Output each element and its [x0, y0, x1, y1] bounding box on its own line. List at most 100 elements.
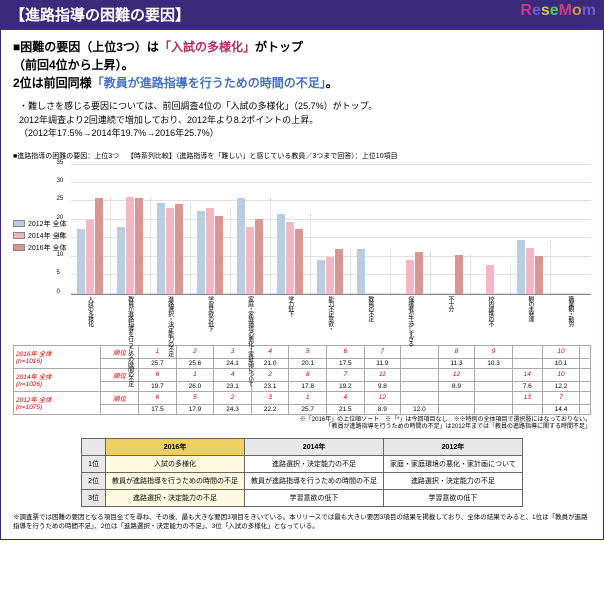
table-rank-row: 2012年 全体(n=1075)順位65231412137 [14, 391, 591, 404]
bar [455, 255, 463, 293]
cell [401, 391, 439, 404]
cell: 13 [512, 391, 542, 404]
cell: 10.1 [542, 358, 580, 368]
cell: 6 [139, 368, 177, 381]
bar-chart: 05101520253035入試の多様化教員が進路指導を行うための時間の不足進路… [71, 165, 591, 295]
bar [135, 198, 143, 293]
cell [580, 404, 591, 414]
cell [401, 368, 439, 381]
bar-group: 教員が進路指導を行うための時間の不足 [111, 197, 151, 294]
hl-text: 。 [326, 76, 338, 90]
cell: 2 [251, 368, 289, 381]
cell: 17.8 [289, 381, 327, 391]
x-label: 学習意欲の低下 [206, 294, 215, 331]
table-val-row: 25.725.624.121.020.117.511.911.310.310.1 [14, 358, 591, 368]
rank-cell: 進路選択・決定能力の不足 [384, 473, 523, 490]
cell: 20.1 [289, 358, 327, 368]
x-label: 進路選択・決定能力の不足 [166, 294, 175, 356]
cell: 10 [542, 368, 580, 381]
cell: 9.8 [364, 381, 401, 391]
bar-group: 入試の多様化 [71, 198, 111, 293]
y-tick: 30 [57, 178, 591, 184]
hl-text: （前回4位から上昇）。 [13, 58, 134, 72]
cell [580, 381, 591, 391]
cell: 4 [251, 345, 289, 358]
bar-group: 教員の不足 [351, 249, 391, 294]
bar [197, 211, 205, 293]
cell [512, 345, 542, 358]
bullet-text: ・難しさを感じる要因については、前回調査4位の「入試の多様化」（25.7%）がト… [13, 100, 591, 141]
cell: 8.9 [438, 381, 475, 391]
cell [512, 404, 542, 414]
cell [580, 358, 591, 368]
bar [206, 208, 214, 294]
rank-cell: 家庭・家庭環境の悪化・家計画について [384, 456, 523, 473]
cell: 25.7 [289, 404, 327, 414]
bar-group: 学力低下 [271, 214, 311, 294]
bar [526, 248, 534, 293]
hl-highlight-1: 「入試の多様化」 [159, 40, 255, 54]
bar [215, 216, 223, 294]
bar [406, 260, 414, 293]
rank-cell: 教員が進路指導を行うための時間の不足 [245, 473, 384, 490]
row-head: 2012年 全体(n=1075) [14, 391, 101, 414]
bar-group: 保護者が干渉しすぎる [391, 252, 431, 294]
cell: 7 [542, 391, 580, 404]
cell: 12 [364, 391, 401, 404]
cell: 24.3 [214, 404, 252, 414]
legend-swatch [13, 232, 25, 239]
cell: 14 [512, 368, 542, 381]
rank-cell: 学習意欲の低下 [384, 490, 523, 507]
bar [486, 265, 494, 293]
bullet-line: （2012年17.5%→2014年19.7%→2016年25.7%） [19, 127, 591, 141]
chart-area: 2012年 全体2014年 全体2016年 全体 05101520253035入… [13, 165, 591, 295]
headline: ■困難の要因（上位3つ）は「入試の多様化」がトップ （前回4位から上昇）。 2位… [13, 38, 591, 92]
bar [277, 214, 285, 294]
x-label: 家庭・家族環境の悪化・家計画について [246, 294, 255, 386]
cell [475, 404, 513, 414]
bar-group: 観の未発達 [511, 240, 551, 293]
cell [580, 368, 591, 381]
cell: 11.9 [364, 358, 401, 368]
pos-cell: 3位 [82, 490, 106, 507]
x-label: 教員が進路指導を行うための時間の不足 [126, 294, 135, 386]
cell: 19.7 [139, 381, 177, 391]
cell [401, 358, 439, 368]
cell: 14.4 [542, 404, 580, 414]
bar [86, 220, 94, 293]
cell [401, 345, 439, 358]
cell [475, 381, 513, 391]
hl-text: ■困難の要因（上位3つ）は [13, 40, 159, 54]
logo: ReseMom [520, 2, 596, 20]
cell [438, 404, 475, 414]
cell [475, 368, 513, 381]
cell: 23.1 [251, 381, 289, 391]
cell: 10.3 [475, 358, 513, 368]
cell: 22.2 [251, 404, 289, 414]
legend-swatch [13, 220, 25, 227]
header-title: 【進路指導の困難の要因】 [10, 7, 190, 24]
cell: 7 [364, 345, 401, 358]
x-label: 観の未発達 [526, 294, 535, 321]
cell [512, 358, 542, 368]
data-table: 2016年 全体(n=1016)順位1234567891025.725.624.… [13, 345, 591, 415]
bar-group: 進路選択・決定能力の不足 [151, 203, 191, 293]
bar [415, 252, 423, 294]
cell: 12.2 [542, 381, 580, 391]
cell: 11 [364, 368, 401, 381]
cell: 8.9 [364, 404, 401, 414]
bar [237, 198, 245, 293]
bar [77, 229, 85, 294]
cell: 21.0 [251, 358, 289, 368]
cell: 25.7 [139, 358, 177, 368]
cell: 5 [289, 345, 327, 358]
cell: 17.5 [139, 404, 177, 414]
cell: 11.3 [438, 358, 475, 368]
cell: 7.6 [512, 381, 542, 391]
rank-header-row: 2016年2014年2012年 [82, 439, 523, 456]
pos-cell: 2位 [82, 473, 106, 490]
rank-row: 1位入試の多様化進路選択・決定能力の不足家庭・家庭環境の悪化・家計画について [82, 456, 523, 473]
row-head: 2016年 全体(n=1016) [14, 345, 101, 368]
bar [357, 249, 365, 294]
row-head: 2014年 全体(n=1026) [14, 368, 101, 391]
